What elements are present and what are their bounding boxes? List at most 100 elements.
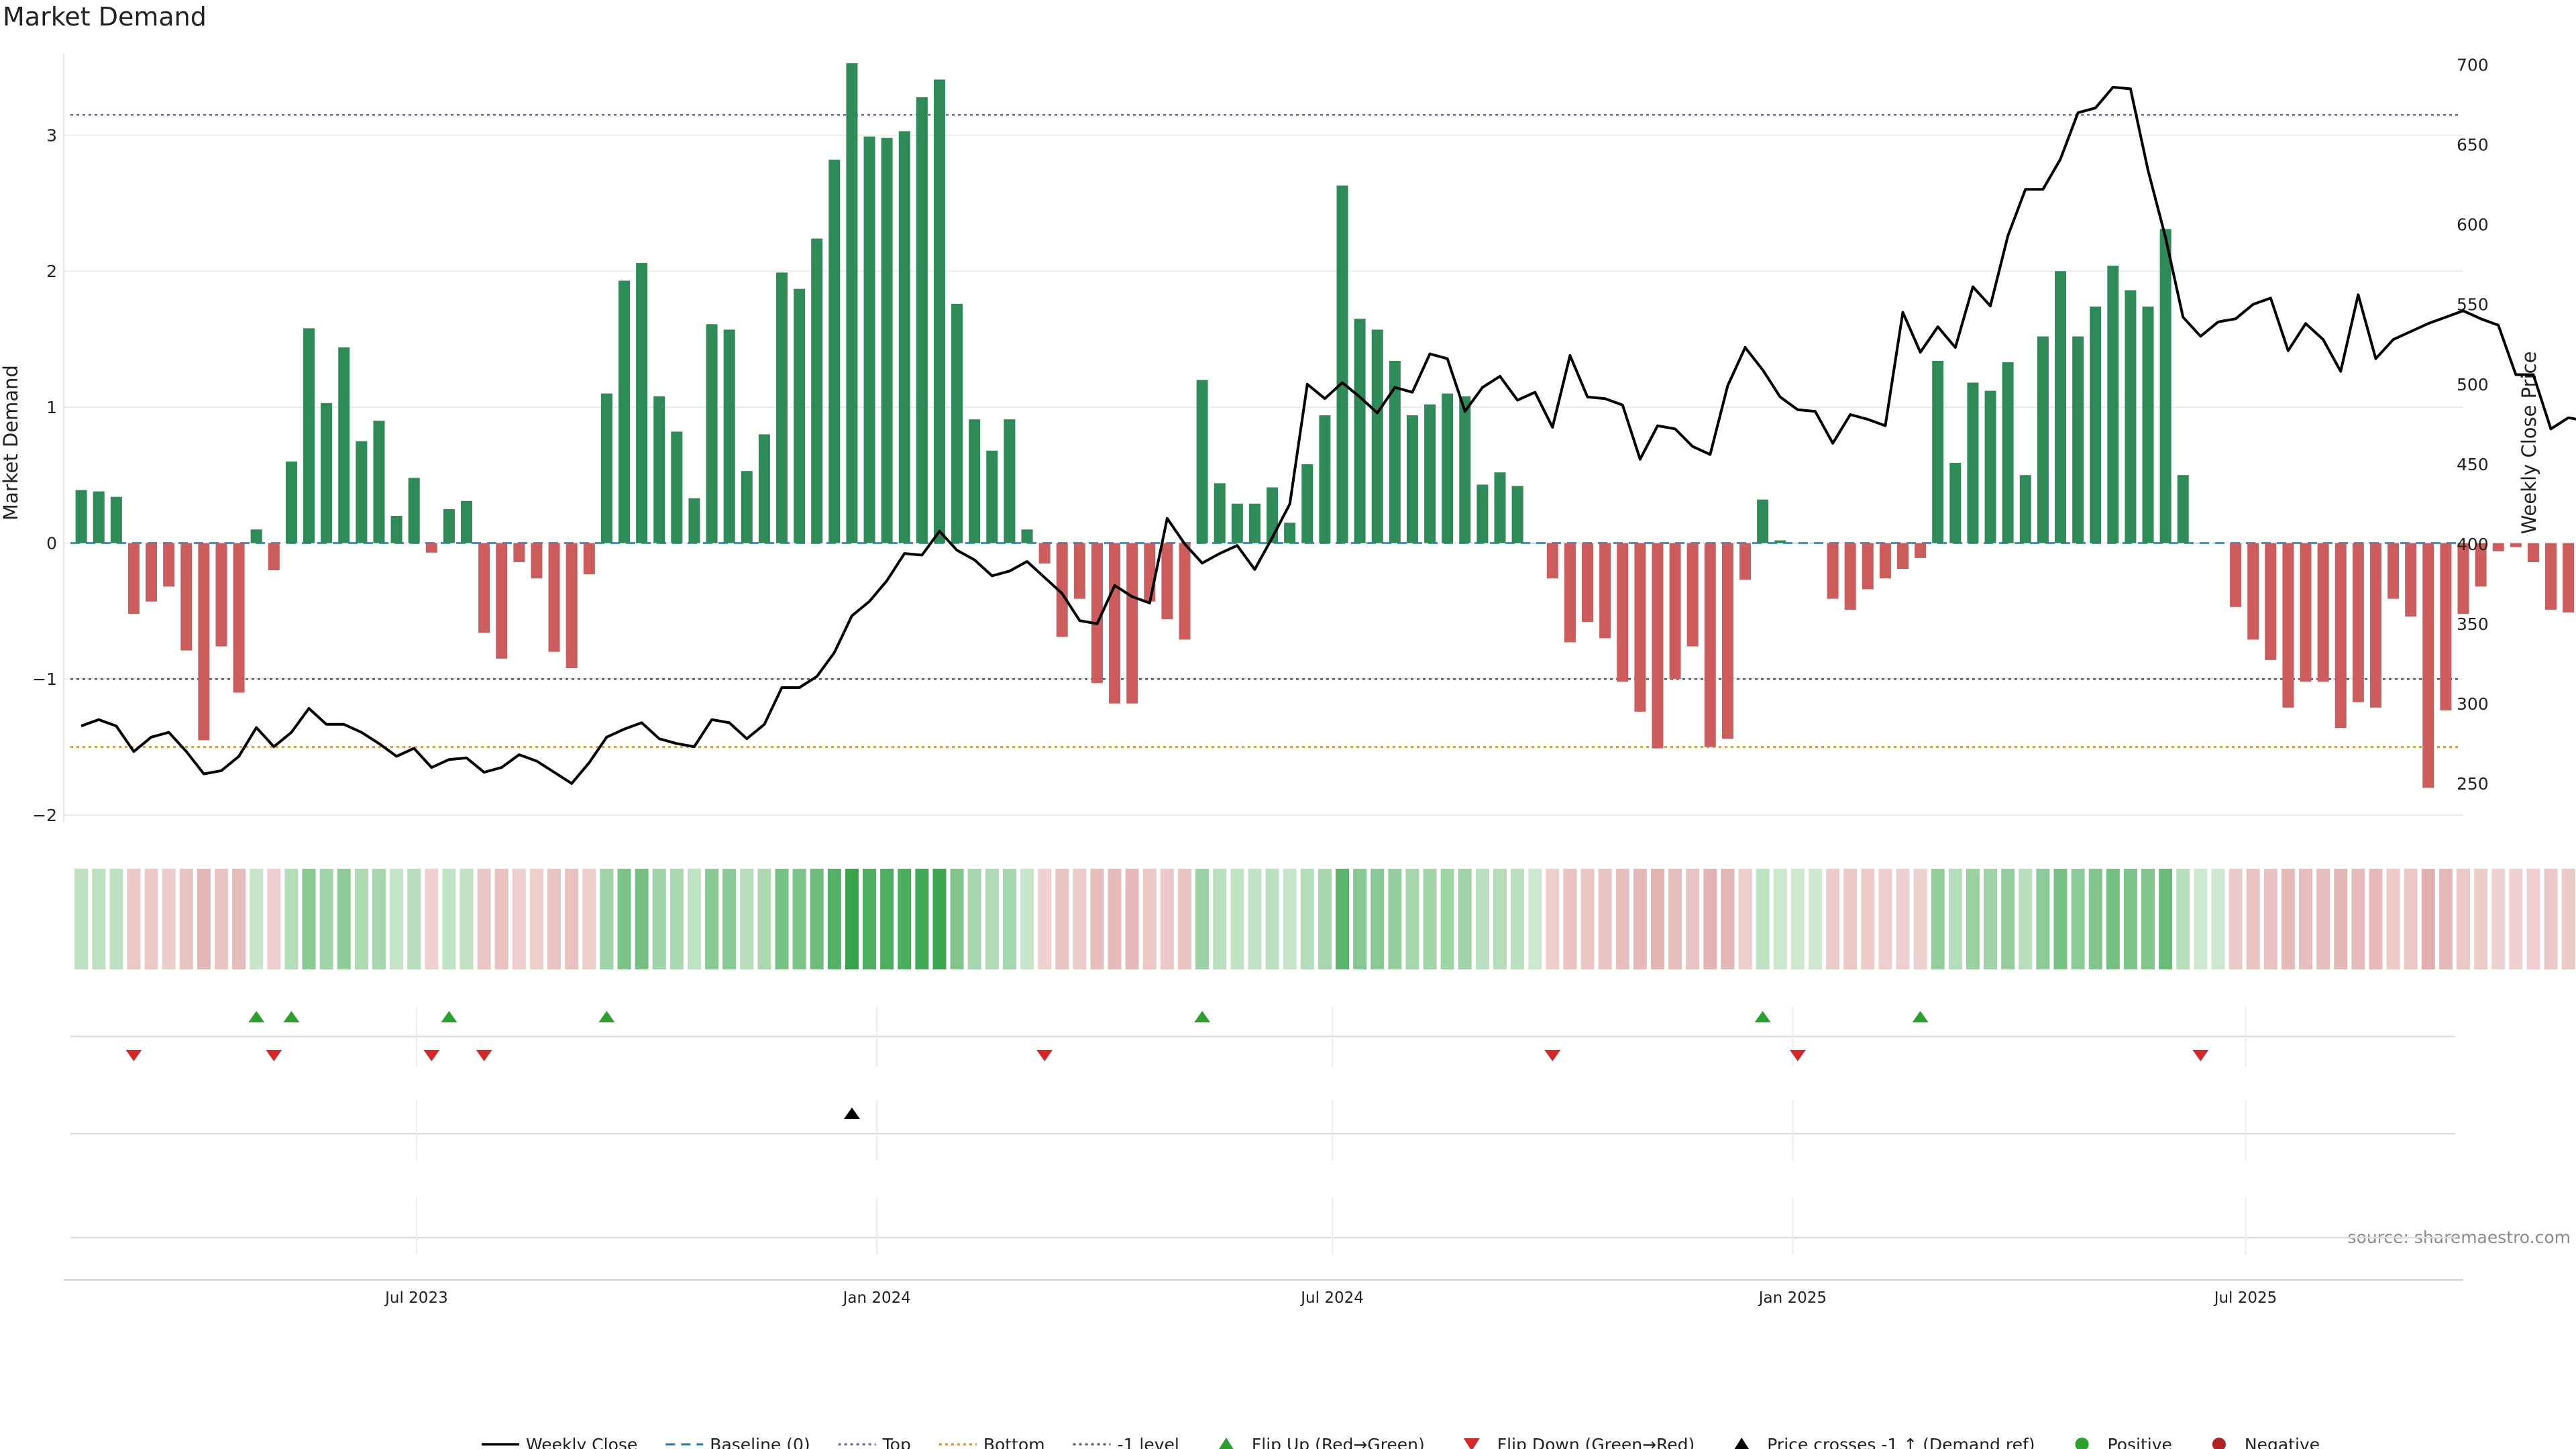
demand-bar-positive bbox=[969, 419, 981, 543]
demand-bar-positive bbox=[986, 450, 998, 543]
demand-bar-positive bbox=[93, 491, 105, 543]
demand-bar-negative bbox=[496, 543, 508, 659]
strip-cell bbox=[932, 869, 947, 969]
demand-bar-negative bbox=[233, 543, 245, 693]
strip-cell bbox=[2438, 869, 2453, 969]
right-axis-ticks: 700 650 600 550 500 450 400 350 300 250 bbox=[2457, 56, 2489, 794]
demand-bar-positive bbox=[2159, 229, 2171, 543]
demand-bar-positive bbox=[2194, 543, 2206, 544]
strip-cell bbox=[985, 869, 999, 969]
flip-up-marker bbox=[1754, 1011, 1771, 1022]
right-tick-label: 350 bbox=[2457, 614, 2489, 634]
strip-cell bbox=[1108, 869, 1122, 969]
flip-down-marker bbox=[423, 1050, 440, 1061]
strip-cell bbox=[617, 869, 631, 969]
strip-cell bbox=[2404, 869, 2418, 969]
demand-bar-positive bbox=[653, 396, 665, 543]
strip-cell bbox=[967, 869, 981, 969]
right-tick-label: 500 bbox=[2457, 375, 2489, 394]
legend-swatch-dot bbox=[2075, 1438, 2089, 1449]
strip-cell bbox=[1580, 869, 1595, 969]
demand-bar-negative bbox=[2334, 543, 2347, 729]
demand-bar-negative bbox=[1862, 543, 1874, 590]
demand-bar-negative bbox=[2492, 543, 2504, 551]
demand-bar-positive bbox=[1459, 396, 1471, 543]
demand-bar-positive bbox=[1231, 503, 1243, 543]
flip-up-marker bbox=[1194, 1011, 1211, 1022]
demand-bar-positive bbox=[846, 63, 858, 543]
strip-cell bbox=[2036, 869, 2050, 969]
demand-bar-positive bbox=[1809, 543, 1821, 544]
strip-cell bbox=[2491, 869, 2506, 969]
flip-up-marker bbox=[441, 1011, 458, 1022]
strip-cell bbox=[2106, 869, 2120, 969]
demand-bar-positive bbox=[2177, 475, 2189, 543]
strip-cell bbox=[1686, 869, 1700, 969]
demand-bar-negative bbox=[583, 543, 595, 575]
reference-levels bbox=[70, 113, 2461, 748]
demand-bar-positive bbox=[408, 478, 420, 543]
left-axis-ticks: 3 2 1 0 −1 −2 bbox=[32, 126, 57, 825]
strip-cell bbox=[950, 869, 964, 969]
demand-bar-positive bbox=[2090, 306, 2102, 543]
x-tick-label: Jul 2025 bbox=[2213, 1289, 2277, 1307]
demand-bar-positive bbox=[1389, 361, 1401, 543]
demand-bar-positive bbox=[688, 498, 700, 543]
demand-bar-positive bbox=[811, 238, 823, 543]
strip-cell bbox=[302, 869, 316, 969]
demand-bar-positive bbox=[1319, 415, 1331, 543]
demand-bar-negative bbox=[2475, 543, 2487, 587]
legend-label: Negative bbox=[2245, 1435, 2320, 1449]
demand-bar-positive bbox=[723, 329, 735, 543]
legend-swatch-up-marker bbox=[1734, 1438, 1750, 1449]
demand-bar-positive bbox=[1248, 503, 1260, 543]
strip-cell bbox=[127, 869, 141, 969]
demand-bar-positive bbox=[2125, 290, 2137, 543]
strip-cell bbox=[722, 869, 737, 969]
strip-cell bbox=[1195, 869, 1210, 969]
demand-bar-negative bbox=[2282, 543, 2294, 708]
strip-cell bbox=[2019, 869, 2033, 969]
demand-bar-negative bbox=[1686, 543, 1699, 647]
strip-cell bbox=[863, 869, 877, 969]
flip-down-marker bbox=[2192, 1050, 2209, 1061]
strip-cell bbox=[1458, 869, 1472, 969]
strip-cell bbox=[2334, 869, 2348, 969]
demand-bar-negative bbox=[1073, 543, 1085, 599]
strip-cell bbox=[109, 869, 123, 969]
x-tick-label: Jul 2023 bbox=[384, 1289, 448, 1307]
strip-cell bbox=[2561, 869, 2575, 969]
strip-cell bbox=[425, 869, 439, 969]
strip-cell bbox=[460, 869, 474, 969]
strip-cell bbox=[529, 869, 543, 969]
demand-bar-positive bbox=[1214, 483, 1226, 543]
demand-bar-positive bbox=[321, 402, 333, 543]
strip-cell bbox=[2141, 869, 2155, 969]
demand-bar-positive bbox=[1967, 382, 1979, 543]
strip-cell bbox=[1055, 869, 1069, 969]
strip-cell bbox=[2071, 869, 2085, 969]
strip-cell bbox=[197, 869, 211, 969]
demand-bar-positive bbox=[1284, 523, 1296, 543]
strip-cell bbox=[2194, 869, 2208, 969]
demand-bar-negative bbox=[146, 543, 158, 602]
demand-bar-negative bbox=[513, 543, 525, 562]
strip-cell bbox=[2159, 869, 2173, 969]
left-axis-label: Market Demand bbox=[0, 365, 22, 521]
strip-cell bbox=[669, 869, 684, 969]
demand-bar-negative bbox=[2300, 543, 2312, 682]
demand-bar-negative bbox=[2265, 543, 2277, 660]
demand-bar-positive bbox=[933, 79, 945, 543]
strip-cell bbox=[2088, 869, 2102, 969]
demand-bar-positive bbox=[1371, 329, 1383, 543]
strip-cell bbox=[2281, 869, 2295, 969]
left-tick-label: 3 bbox=[46, 126, 57, 146]
strip-cell bbox=[1493, 869, 1507, 969]
strip-cell bbox=[1948, 869, 1962, 969]
demand-bar-negative bbox=[163, 543, 175, 587]
legend-label: Flip Down (Green→Red) bbox=[1497, 1435, 1695, 1449]
flip-up-marker bbox=[598, 1011, 615, 1022]
flip-up-marker bbox=[248, 1011, 265, 1022]
strip-cell bbox=[1090, 869, 1104, 969]
strip-cell bbox=[1703, 869, 1717, 969]
